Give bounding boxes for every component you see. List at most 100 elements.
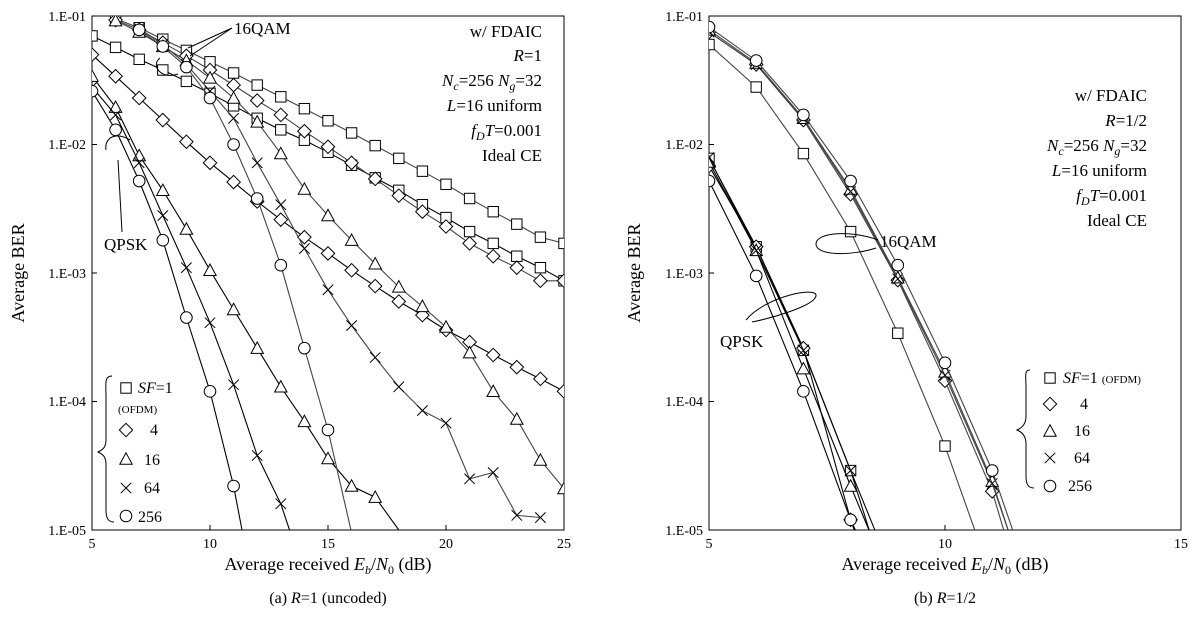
data-point xyxy=(797,108,810,122)
data-point xyxy=(709,20,716,34)
data-point xyxy=(109,41,122,54)
data-point xyxy=(297,414,312,428)
data-point xyxy=(890,270,905,284)
data-point xyxy=(367,171,383,187)
chart-a-y-tick-label: 1.E-03 xyxy=(48,267,86,282)
legend-marker-diamond xyxy=(118,422,134,438)
data-point xyxy=(133,53,145,66)
chart-a-annotation-qpsk: QPSK xyxy=(104,235,148,254)
chart-a-annotation-qpsk-leader xyxy=(117,159,123,233)
series-qpsk-sf4 xyxy=(92,47,564,399)
series-16qam-sf1 xyxy=(709,38,976,530)
data-point xyxy=(368,256,383,270)
data-point xyxy=(750,81,762,93)
data-point xyxy=(180,311,193,324)
data-point xyxy=(321,423,335,437)
data-point xyxy=(487,466,499,479)
chart-b-x-tick-label: 10 xyxy=(938,537,952,552)
data-point xyxy=(391,294,407,309)
chart-b-series xyxy=(709,20,1014,530)
data-point xyxy=(534,231,547,243)
data-point xyxy=(533,452,548,466)
data-point xyxy=(797,147,810,160)
chart-b-x-tick-label: 5 xyxy=(706,537,713,552)
data-point xyxy=(414,204,430,220)
data-point xyxy=(416,405,428,417)
legend-marker-diamond xyxy=(1042,396,1058,412)
data-point xyxy=(556,383,564,399)
chart-a-info-block: w/ FDAIC R=1 Nc=256 Ng=32 L=16 uniform f… xyxy=(441,22,542,165)
data-point xyxy=(156,40,170,53)
legend-marker-square xyxy=(1044,372,1056,384)
data-point xyxy=(509,359,525,375)
data-point xyxy=(797,344,809,356)
data-point xyxy=(227,138,240,151)
data-point xyxy=(462,345,477,359)
data-point xyxy=(487,237,499,250)
data-point xyxy=(133,157,145,169)
data-point xyxy=(486,384,501,398)
data-point xyxy=(296,229,312,245)
data-point xyxy=(393,152,405,165)
data-point xyxy=(369,139,381,152)
data-point xyxy=(273,379,288,393)
data-point xyxy=(202,70,218,84)
data-point xyxy=(202,155,218,171)
data-point xyxy=(369,351,381,364)
data-point xyxy=(251,157,263,169)
data-point xyxy=(485,248,501,264)
chart-a-ticks xyxy=(91,15,565,531)
data-point xyxy=(844,174,857,188)
data-point xyxy=(558,237,564,250)
data-point xyxy=(275,91,287,103)
chart-b-info-line: Nc=256 Ng=32 xyxy=(1046,136,1147,158)
chart-a-y-tick-label: 1.E-05 xyxy=(48,524,86,539)
series-qpsk-sf64 xyxy=(709,152,876,530)
data-point xyxy=(273,212,289,228)
data-point xyxy=(511,250,523,262)
series-qpsk-sf16 xyxy=(92,68,400,530)
series-16qam-sf4 xyxy=(709,24,1005,530)
data-point xyxy=(179,221,194,235)
data-point xyxy=(796,361,811,375)
chart-b-info-line: Ideal CE xyxy=(1087,211,1147,230)
data-point xyxy=(275,124,287,136)
data-point xyxy=(344,478,359,492)
data-point xyxy=(393,381,405,393)
data-point xyxy=(131,90,147,106)
chart-b-caption: (b) R=1/2 xyxy=(914,590,976,607)
series-line xyxy=(709,180,855,530)
legend-marker-triangle xyxy=(118,451,134,465)
data-point xyxy=(204,317,216,329)
chart-a-y-tick-label: 1.E-02 xyxy=(48,138,86,153)
data-point xyxy=(391,279,406,293)
data-point xyxy=(750,244,762,256)
data-point xyxy=(797,385,810,398)
data-point xyxy=(320,246,336,261)
chart-a-x-tick-label: 20 xyxy=(439,537,453,552)
series-line xyxy=(709,165,857,530)
data-point xyxy=(709,152,715,164)
data-point xyxy=(462,235,478,251)
data-point xyxy=(939,440,951,452)
series-qpsk-sf256 xyxy=(92,84,243,530)
series-line xyxy=(709,26,1014,530)
chart-b-annotation-16qam: 16QAM xyxy=(880,232,937,251)
data-point xyxy=(109,123,122,137)
chart-b-legend-brace xyxy=(1015,369,1035,489)
chart-a-legend-label-sf1: SF=1 xyxy=(138,380,173,397)
data-point xyxy=(511,218,523,230)
data-point xyxy=(440,178,452,191)
data-point xyxy=(891,258,905,272)
data-point xyxy=(92,30,98,42)
chart-b-y-tick-label: 1.E-03 xyxy=(665,267,703,282)
data-point xyxy=(892,273,904,285)
legend-marker-circle xyxy=(119,509,133,523)
series-qpsk-sf16 xyxy=(709,154,870,530)
data-point xyxy=(438,219,454,234)
legend-marker-cross xyxy=(1044,452,1056,464)
chart-b-info-block: w/ FDAIC R=1/2 Nc=256 Ng=32 L=16 uniform… xyxy=(1046,86,1147,230)
data-point xyxy=(749,269,763,283)
data-point xyxy=(464,473,476,485)
data-point xyxy=(391,188,407,204)
